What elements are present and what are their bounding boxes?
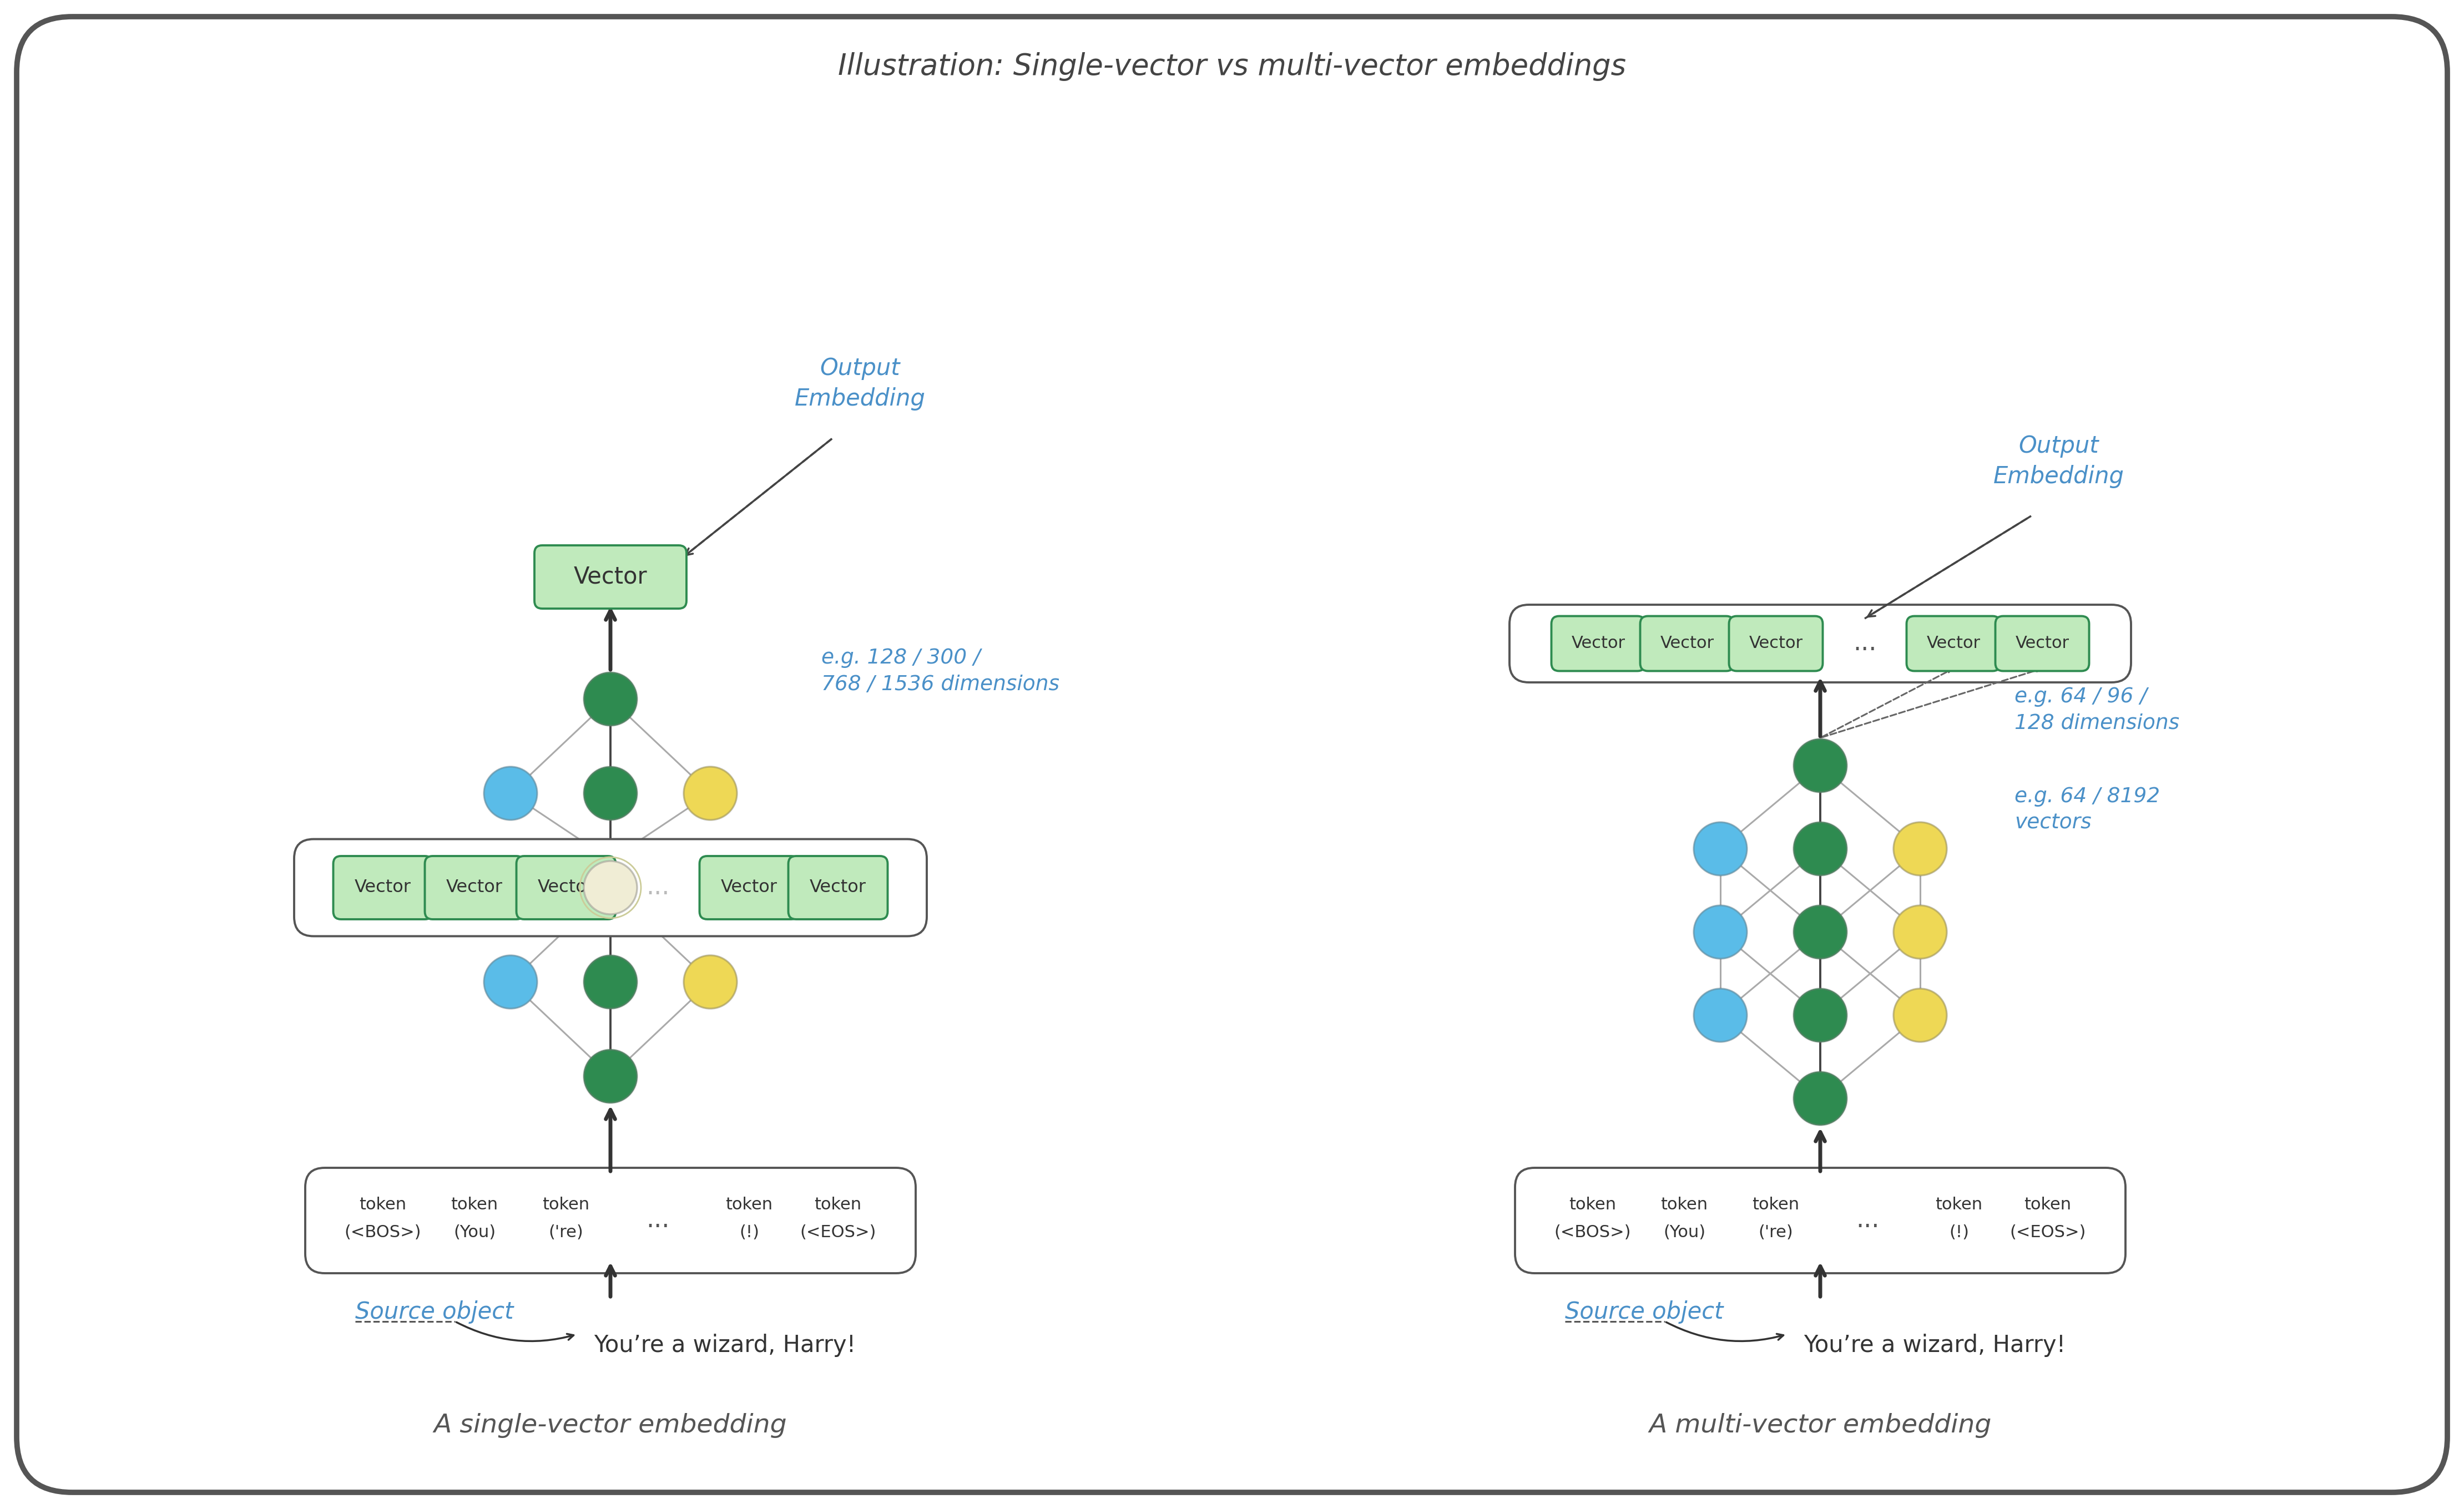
FancyBboxPatch shape <box>424 856 525 919</box>
Text: Vector: Vector <box>722 880 779 896</box>
Text: Output
Embedding: Output Embedding <box>1993 435 2124 489</box>
Text: ...: ... <box>1853 632 1878 655</box>
Text: (<BOS>): (<BOS>) <box>345 1225 421 1240</box>
Text: Vector: Vector <box>574 566 648 589</box>
Text: Source object: Source object <box>355 1301 513 1323</box>
Text: (You): (You) <box>1663 1225 1705 1240</box>
Text: Illustration: Single-vector vs multi-vector embeddings: Illustration: Single-vector vs multi-vec… <box>838 53 1626 81</box>
Circle shape <box>683 955 737 1008</box>
Text: (<EOS>): (<EOS>) <box>2011 1225 2087 1240</box>
Text: ('re): ('re) <box>549 1225 584 1240</box>
Text: Output
Embedding: Output Embedding <box>796 356 926 410</box>
Text: Vector: Vector <box>1572 635 1626 652</box>
Circle shape <box>683 767 737 819</box>
Circle shape <box>1693 905 1747 958</box>
Text: ...: ... <box>646 875 670 899</box>
Text: token: token <box>451 1197 498 1213</box>
FancyBboxPatch shape <box>1552 616 1646 672</box>
FancyBboxPatch shape <box>306 1168 917 1274</box>
Circle shape <box>1892 905 1947 958</box>
Text: (!): (!) <box>739 1225 759 1240</box>
Text: (<EOS>): (<EOS>) <box>801 1225 877 1240</box>
FancyBboxPatch shape <box>517 856 616 919</box>
Circle shape <box>1794 1071 1848 1126</box>
Text: ...: ... <box>1855 1209 1880 1233</box>
Text: token: token <box>816 1197 862 1213</box>
FancyBboxPatch shape <box>1641 616 1735 672</box>
Circle shape <box>1693 822 1747 875</box>
Text: (<BOS>): (<BOS>) <box>1555 1225 1631 1240</box>
Text: ...: ... <box>646 1209 670 1233</box>
Text: Vector: Vector <box>1927 635 1981 652</box>
Circle shape <box>1892 822 1947 875</box>
Text: Vector: Vector <box>537 880 594 896</box>
FancyBboxPatch shape <box>293 839 926 936</box>
Circle shape <box>584 1050 638 1103</box>
Circle shape <box>1892 988 1947 1041</box>
Text: A single-vector embedding: A single-vector embedding <box>434 1414 786 1438</box>
FancyBboxPatch shape <box>700 856 798 919</box>
Text: token: token <box>1752 1197 1799 1213</box>
Text: Vector: Vector <box>355 880 411 896</box>
Circle shape <box>584 767 638 819</box>
FancyBboxPatch shape <box>1907 616 2001 672</box>
Text: ('re): ('re) <box>1759 1225 1794 1240</box>
Text: Vector: Vector <box>446 880 503 896</box>
Text: token: token <box>542 1197 589 1213</box>
Text: e.g. 64 / 96 /
128 dimensions: e.g. 64 / 96 / 128 dimensions <box>2016 687 2178 733</box>
FancyBboxPatch shape <box>1510 605 2131 682</box>
Text: You’re a wizard, Harry!: You’re a wizard, Harry! <box>594 1334 855 1357</box>
Circle shape <box>1693 988 1747 1041</box>
Circle shape <box>483 955 537 1008</box>
Text: (!): (!) <box>1949 1225 1969 1240</box>
Text: Vector: Vector <box>2016 635 2070 652</box>
Text: token: token <box>724 1197 774 1213</box>
Circle shape <box>584 862 638 914</box>
Circle shape <box>483 767 537 819</box>
Text: e.g. 64 / 8192
vectors: e.g. 64 / 8192 vectors <box>2016 786 2161 833</box>
Text: Source object: Source object <box>1565 1301 1722 1323</box>
Text: Vector: Vector <box>1661 635 1715 652</box>
Circle shape <box>1794 905 1848 958</box>
Text: token: token <box>1661 1197 1708 1213</box>
Text: token: token <box>1934 1197 1984 1213</box>
Text: token: token <box>360 1197 407 1213</box>
Text: e.g. 128 / 300 /
768 / 1536 dimensions: e.g. 128 / 300 / 768 / 1536 dimensions <box>821 649 1060 694</box>
Text: token: token <box>1570 1197 1616 1213</box>
Text: Vector: Vector <box>811 880 867 896</box>
Circle shape <box>584 673 638 726</box>
Circle shape <box>1794 822 1848 875</box>
Text: token: token <box>2023 1197 2072 1213</box>
FancyBboxPatch shape <box>333 856 434 919</box>
FancyBboxPatch shape <box>1996 616 2089 672</box>
Circle shape <box>584 955 638 1008</box>
Text: (You): (You) <box>453 1225 495 1240</box>
FancyBboxPatch shape <box>1515 1168 2126 1274</box>
Circle shape <box>1794 988 1848 1041</box>
FancyBboxPatch shape <box>535 545 687 608</box>
FancyBboxPatch shape <box>788 856 887 919</box>
Text: You’re a wizard, Harry!: You’re a wizard, Harry! <box>1804 1334 2065 1357</box>
Text: Vector: Vector <box>1749 635 1804 652</box>
FancyBboxPatch shape <box>1730 616 1823 672</box>
Circle shape <box>1794 739 1848 792</box>
Text: A multi-vector embedding: A multi-vector embedding <box>1648 1414 1991 1438</box>
